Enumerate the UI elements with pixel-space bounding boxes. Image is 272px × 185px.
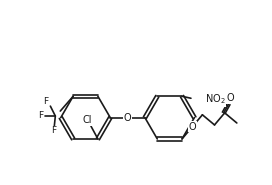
Text: F: F [43, 97, 48, 106]
Text: O: O [188, 122, 196, 132]
Text: NO$_2$: NO$_2$ [205, 92, 225, 106]
Text: O: O [124, 113, 131, 123]
Text: O: O [227, 93, 234, 103]
Text: F: F [51, 126, 56, 135]
Text: F: F [38, 112, 43, 120]
Text: Cl: Cl [82, 115, 92, 125]
